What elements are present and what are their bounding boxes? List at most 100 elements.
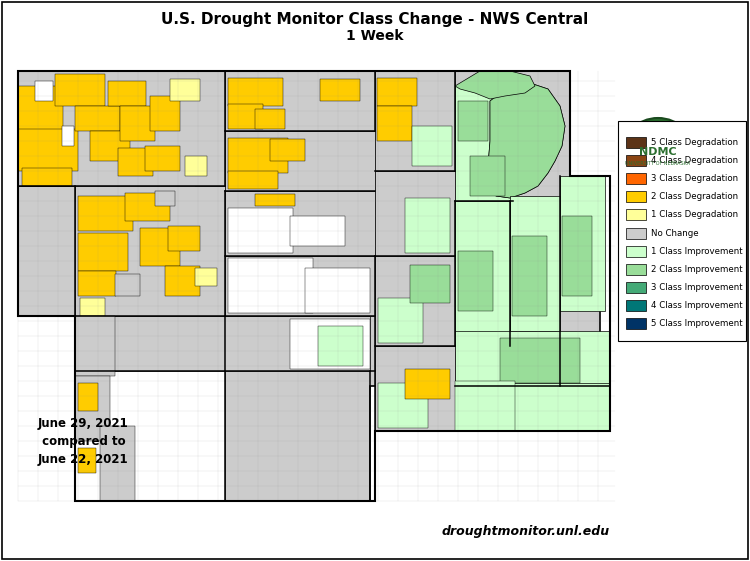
Bar (318, 326, 363, 366)
Text: No Change: No Change (651, 228, 699, 237)
Circle shape (620, 118, 696, 194)
Bar (560, 176, 605, 311)
Bar (626, 282, 646, 293)
Text: 4 Class Improvement: 4 Class Improvement (651, 301, 742, 310)
Bar (150, 96, 180, 131)
Bar (228, 171, 278, 189)
Bar (375, 71, 455, 171)
Bar (626, 209, 646, 220)
Bar (125, 193, 170, 221)
Bar (108, 81, 146, 106)
Bar (225, 191, 375, 256)
Text: 1 Week: 1 Week (346, 29, 404, 43)
Bar (375, 256, 455, 346)
Text: 2 Class Improvement: 2 Class Improvement (651, 265, 742, 274)
Bar (626, 228, 646, 238)
Bar (228, 104, 263, 129)
Polygon shape (18, 71, 600, 501)
Text: 5 Class Degradation: 5 Class Degradation (651, 137, 738, 146)
Bar (455, 331, 610, 386)
Text: June 29, 2021
 compared to
June 22, 2021: June 29, 2021 compared to June 22, 2021 (38, 416, 129, 466)
Bar (626, 319, 646, 329)
Bar (155, 191, 175, 206)
Bar (626, 191, 646, 202)
Bar (90, 131, 130, 161)
Bar (78, 196, 133, 231)
Text: NDMC: NDMC (639, 147, 676, 157)
Text: 1 Class Improvement: 1 Class Improvement (651, 247, 742, 256)
Bar (18, 129, 78, 171)
Bar (455, 381, 515, 431)
Bar (455, 86, 513, 201)
Bar (412, 126, 452, 166)
Text: 3 Class Degradation: 3 Class Degradation (651, 174, 738, 183)
Bar (458, 251, 493, 311)
Bar (145, 146, 180, 171)
Bar (75, 316, 225, 501)
Bar (458, 101, 488, 141)
Bar (228, 78, 283, 106)
Bar (500, 338, 580, 383)
Bar (290, 216, 345, 246)
Bar (35, 81, 53, 101)
Bar (22, 168, 72, 186)
Bar (626, 173, 646, 184)
Bar (562, 216, 592, 296)
Text: 3 Class Improvement: 3 Class Improvement (651, 283, 742, 292)
Bar (225, 131, 375, 191)
Bar (455, 201, 510, 346)
Bar (377, 106, 412, 141)
Bar (170, 79, 200, 101)
Bar (225, 71, 375, 131)
Text: 2 Class Degradation: 2 Class Degradation (651, 192, 738, 201)
Bar (165, 266, 200, 296)
Bar (78, 448, 96, 473)
Bar (62, 126, 74, 146)
Bar (626, 300, 646, 311)
Bar (255, 194, 295, 206)
Text: 4 Class Degradation: 4 Class Degradation (651, 156, 738, 165)
Bar (75, 376, 110, 441)
Bar (375, 346, 455, 431)
Bar (512, 236, 547, 316)
Bar (100, 426, 135, 501)
Bar (115, 274, 140, 296)
Polygon shape (455, 71, 535, 99)
Text: U.S. Drought Monitor Class Change - NWS Central: U.S. Drought Monitor Class Change - NWS … (161, 11, 589, 26)
Bar (626, 136, 646, 148)
Text: droughtmonitor.unl.edu: droughtmonitor.unl.edu (442, 525, 610, 537)
Bar (255, 109, 285, 129)
Bar (55, 74, 105, 106)
Text: 1 Class Degradation: 1 Class Degradation (651, 210, 738, 219)
Bar (75, 186, 225, 316)
Bar (168, 226, 200, 251)
Bar (78, 383, 98, 411)
Text: NATIONAL DROUGHT MITIGATION: NATIONAL DROUGHT MITIGATION (622, 125, 694, 129)
Bar (378, 383, 428, 428)
Polygon shape (18, 71, 225, 201)
Bar (626, 246, 646, 257)
Bar (375, 171, 455, 256)
Bar (75, 316, 370, 371)
Text: 5 Class Improvement: 5 Class Improvement (651, 319, 742, 328)
Bar (410, 265, 450, 303)
Bar (80, 298, 105, 316)
Bar (320, 79, 360, 101)
Bar (510, 196, 560, 331)
Circle shape (634, 132, 682, 180)
Bar (120, 106, 155, 141)
Bar (118, 148, 153, 176)
Bar (377, 78, 417, 106)
Bar (228, 258, 313, 313)
Bar (405, 198, 450, 253)
Bar (78, 271, 116, 296)
Bar (75, 106, 120, 131)
Bar (228, 138, 288, 173)
Bar (18, 86, 63, 131)
Bar (270, 139, 305, 161)
Bar (618, 121, 746, 341)
Bar (228, 208, 293, 253)
Bar (185, 156, 207, 176)
Bar (405, 369, 450, 399)
Bar (626, 155, 646, 165)
